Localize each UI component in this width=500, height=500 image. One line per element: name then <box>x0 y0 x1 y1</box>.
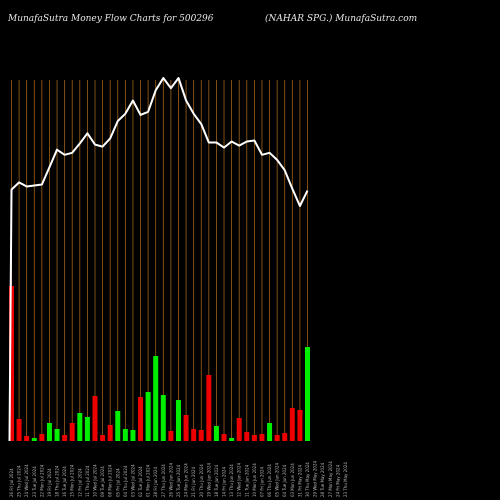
money-flow-bar <box>130 430 136 441</box>
money-flow-bar <box>39 434 45 441</box>
x-tick-label: 04 Thu Jul 2024 <box>123 465 128 497</box>
money-flow-bar <box>84 417 90 441</box>
money-flow-bar <box>16 419 22 441</box>
x-tick-label: 15 Mon Jul 2024 <box>70 464 75 497</box>
x-tick-label: 03 Mon Jun 2024 <box>290 463 295 497</box>
money-flow-bar <box>175 400 181 441</box>
x-tick-label: 26 Wed Jun 2024 <box>168 462 173 497</box>
chart-title: MunafaSutra Money Flow Charts for 500296 <box>8 14 214 24</box>
money-flow-bar <box>282 433 288 441</box>
money-flow-bar <box>145 392 151 441</box>
x-tick-label: 24 Wed Jul 2024 <box>24 464 29 497</box>
money-flow-bar <box>69 423 75 441</box>
money-flow-bar <box>46 423 52 441</box>
money-flow-bar <box>24 436 30 441</box>
x-tick-label: 18 Tue Jun 2024 <box>214 464 219 497</box>
money-flow-bar <box>221 434 227 441</box>
money-flow-bar <box>305 347 311 441</box>
money-flow-bar <box>168 431 174 441</box>
x-tick-label: 29 Wed May 2024 <box>313 460 318 497</box>
money-flow-bar <box>191 429 197 441</box>
money-flow-bar <box>267 423 273 441</box>
money-flow-bar <box>153 356 159 441</box>
vertical-gridlines <box>11 80 308 441</box>
x-tick-label: 22 Mon Jul 2024 <box>39 464 44 497</box>
money-flow-bar <box>138 397 144 441</box>
x-tick-label: 14 Fri Jun 2024 <box>222 466 227 497</box>
x-tick-label: 04 Tue Jun 2024 <box>282 464 287 497</box>
x-tick-label: 12 Fri Jul 2024 <box>77 468 82 497</box>
x-tick-label: 19 Fri Jul 2024 <box>47 468 52 497</box>
money-flow-bar <box>9 286 14 441</box>
x-tick-label: 26 Fri Jul 2024 <box>9 468 14 497</box>
x-tick-label: 08 Mon Jul 2024 <box>108 464 113 497</box>
x-tick-label: 21 Fri Jun 2024 <box>191 466 196 497</box>
x-tick-label: 31 Fri May 2024 <box>297 464 302 497</box>
money-flow-bar <box>183 415 189 441</box>
money-flow-bar <box>62 435 68 441</box>
money-flow-bar <box>259 434 265 441</box>
price-line <box>8 77 309 442</box>
money-flow-bar <box>213 426 219 441</box>
money-flow-bar <box>122 429 128 441</box>
x-tick-label: 19 Wed Jun 2024 <box>206 462 211 497</box>
x-tick-label: 11 Tue Jun 2024 <box>244 464 249 497</box>
x-tick-label: 12 Wed Jun 2024 <box>237 462 242 497</box>
money-flow-bar <box>244 432 250 441</box>
x-tick-label: 06 Thu Jun 2024 <box>267 464 272 497</box>
x-tick-label: 25 Thu Jul 2024 <box>17 465 22 497</box>
money-flow-bar <box>289 408 295 441</box>
x-tick-label: 18 Thu Jul 2024 <box>55 465 60 497</box>
money-flow-bar <box>229 438 235 441</box>
money-flow-bar <box>160 395 166 441</box>
x-tick-label: 24 Mon Jun 2024 <box>184 463 189 497</box>
x-tick-label: 03 Wed Jul 2024 <box>130 464 135 497</box>
x-tick-label: 27 Mon May 2024 <box>328 461 333 497</box>
money-flow-bar <box>297 410 303 441</box>
x-tick-label: 05 Wed Jun 2024 <box>275 462 280 497</box>
chart-subtitle: (NAHAR SPG.) MunafaSutra.com <box>265 14 418 24</box>
money-flow-bar <box>100 435 106 441</box>
x-tick-labels: 26 Fri Jul 2024 25 Thu Jul 2024 24 Wed Jul… <box>9 460 348 497</box>
x-tick-label: 09 Tue Jul 2024 <box>100 466 105 497</box>
x-tick-label: 16 Tue Jul 2024 <box>62 466 67 497</box>
x-tick-label: 01 Mon Jul 2024 <box>146 464 151 497</box>
price-line-layer <box>8 77 309 442</box>
money-flow-bar <box>31 438 37 441</box>
money-flow-bar <box>274 435 280 441</box>
x-tick-label: 24 Fri May 2024 <box>335 464 340 497</box>
money-flow-bar <box>54 429 60 441</box>
x-tick-label: 10 Mon Jun 2024 <box>252 463 257 497</box>
x-tick-label: 10 Wed Jul 2024 <box>92 464 97 497</box>
x-tick-label: 23 Thu May 2024 <box>343 462 348 497</box>
x-tick-label: 25 Tue Jun 2024 <box>176 464 181 497</box>
money-flow-bar <box>198 430 204 441</box>
money-flow-bar <box>206 375 212 441</box>
x-tick-label: 27 Thu Jun 2024 <box>161 464 166 497</box>
x-tick-label: 11 Thu Jul 2024 <box>85 465 90 497</box>
money-flow-bar <box>236 418 242 441</box>
money-flow-bar <box>115 411 121 441</box>
money-flow-bars <box>9 286 311 441</box>
money-flow-bar <box>251 435 257 441</box>
x-tick-label: 13 Thu Jun 2024 <box>229 464 234 497</box>
money-flow-bar <box>92 396 98 441</box>
x-tick-label: 30 Thu May 2024 <box>305 462 310 497</box>
x-tick-label: 28 Fri Jun 2024 <box>153 466 158 497</box>
x-tick-label: 07 Fri Jun 2024 <box>259 466 264 497</box>
x-tick-label: 05 Fri Jul 2024 <box>115 468 120 497</box>
x-tick-label: 23 Tue Jul 2024 <box>32 466 37 497</box>
x-tick-label: 20 Thu Jun 2024 <box>199 464 204 497</box>
x-tick-label: 28 Tue May 2024 <box>320 462 325 497</box>
x-tick-label: 02 Tue Jul 2024 <box>138 466 143 497</box>
money-flow-bar <box>77 413 83 441</box>
money-flow-bar <box>107 425 113 441</box>
